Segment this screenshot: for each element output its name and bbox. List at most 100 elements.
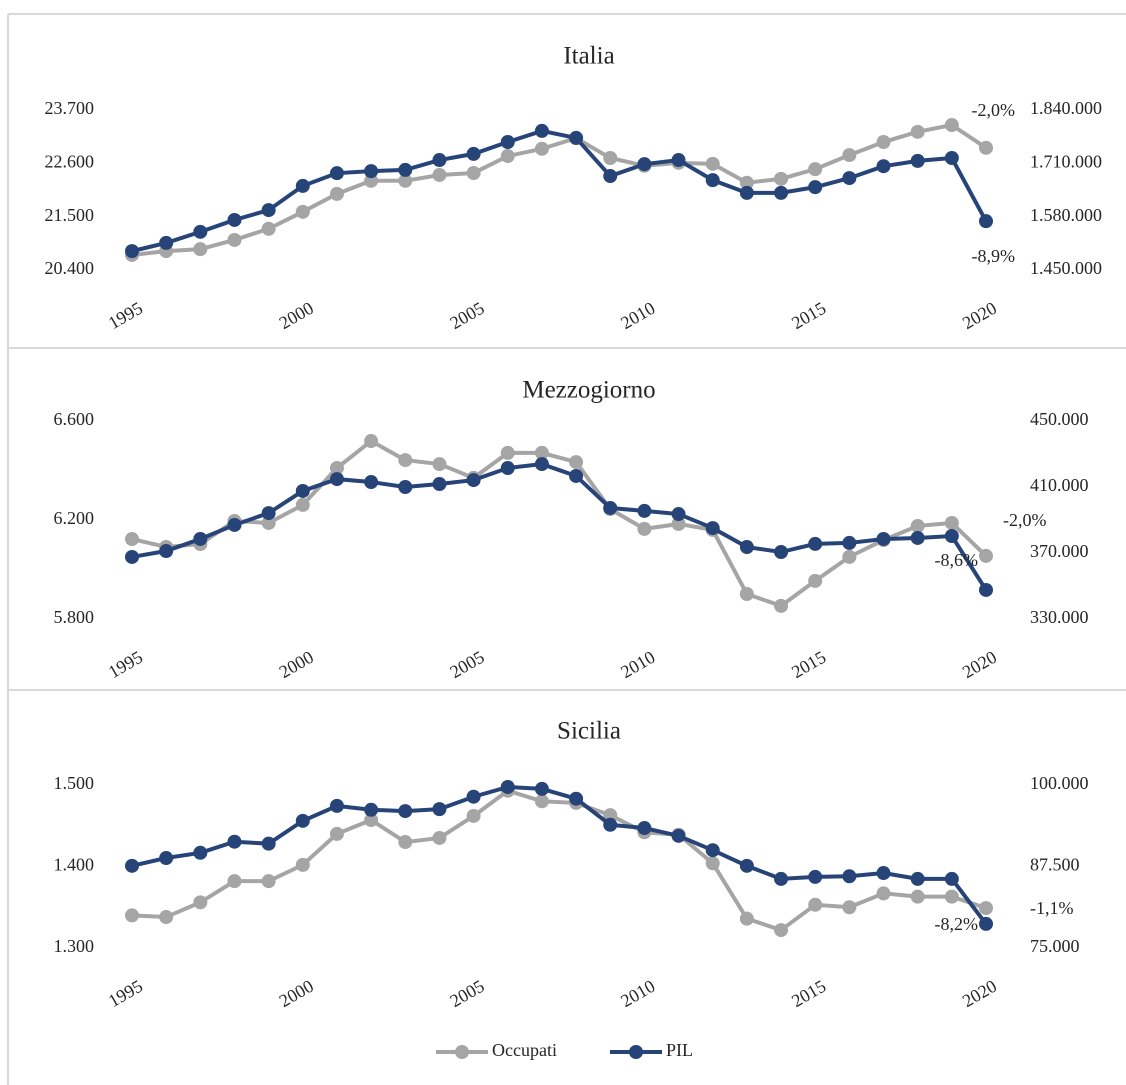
x-tick-label: 2010 [617,976,658,1011]
series-line [131,122,988,257]
point [500,135,515,149]
point [944,529,959,544]
series-line [131,788,987,933]
point [432,457,447,472]
y2-tick-label: 410.000 [1030,475,1089,495]
point [979,548,993,563]
point [193,531,208,546]
point [842,535,857,550]
point [432,802,447,817]
point [979,140,993,155]
series-line [131,438,988,609]
point [774,923,789,938]
point [466,789,481,804]
point [193,224,208,239]
point [329,472,344,487]
point [500,779,515,794]
x-tick-label: 2000 [276,976,317,1011]
annotation: -8,9% [972,246,1016,266]
point [569,455,584,470]
point [398,162,413,177]
point [637,503,652,518]
point [466,146,481,161]
point [876,159,891,174]
point [739,587,754,602]
y-tick-label: 6.600 [54,409,95,429]
point [603,817,618,832]
point [364,164,379,179]
point [534,445,549,460]
point [705,856,720,871]
point [671,507,686,522]
y-tick-label: 5.800 [54,607,95,627]
x-tick-label: 2015 [788,298,829,333]
point [705,156,720,171]
point [944,151,959,165]
point [637,157,652,172]
point [808,536,823,551]
legend-label: Occupati [492,1040,557,1060]
point [979,214,993,229]
point [125,532,139,547]
x-tick-label: 2005 [446,976,487,1011]
point [159,851,174,866]
y-tick-label: 22.600 [45,151,95,171]
annotation: -8,6% [935,550,979,570]
x-tick-label: 2005 [446,298,487,333]
point [125,858,139,873]
x-tick-label: 1995 [105,976,146,1011]
x-tick-label: 2010 [617,647,658,682]
point [705,843,720,858]
point [876,866,891,881]
point [910,518,925,533]
annotation: -2,0% [972,100,1016,120]
legend-marker [455,1045,469,1059]
point [261,506,276,521]
point [876,135,891,149]
y2-tick-label: 1.580.000 [1030,205,1102,225]
point [159,235,174,250]
y2-tick-label: 87.500 [1030,855,1080,875]
point [261,203,276,218]
point [329,186,344,201]
x-tick-label: 2000 [276,647,317,682]
y2-tick-label: 1.840.000 [1030,98,1102,118]
point [500,445,515,460]
point [842,148,857,163]
point [774,871,789,886]
point [637,821,652,836]
y-tick-label: 1.500 [54,773,95,793]
point [944,515,959,530]
point [910,889,925,904]
point [364,802,379,817]
point [671,516,686,531]
point [125,908,139,923]
point [876,886,891,901]
point [398,804,413,819]
annotation: -8,2% [935,914,979,934]
point [329,166,344,181]
y-tick-label: 23.700 [45,98,95,118]
point [979,582,993,597]
point [398,835,413,850]
point [534,794,549,809]
panel-title: Sicilia [557,718,621,745]
point [295,204,310,219]
point [808,180,823,195]
annotation: -2,0% [1003,510,1047,530]
y2-tick-label: 1.450.000 [1030,258,1102,278]
point [432,167,447,182]
point [466,473,481,488]
point [159,910,174,925]
point [227,834,242,849]
point [739,858,754,873]
point [603,500,618,515]
point [500,149,515,164]
point [295,857,310,872]
point [842,171,857,186]
point [739,540,754,555]
point [261,221,276,236]
y2-tick-label: 75.000 [1030,936,1080,956]
point [329,798,344,813]
